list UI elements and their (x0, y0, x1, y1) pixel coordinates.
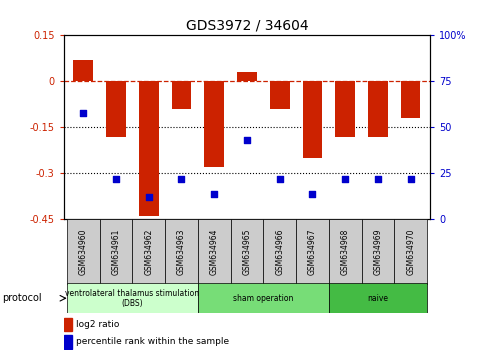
Point (275, 176, 283, 182)
Text: percentile rank within the sample: percentile rank within the sample (76, 337, 229, 347)
Bar (139, 81, 158, 216)
Bar (367, 81, 387, 137)
Bar (63, 335, 71, 349)
Text: protocol: protocol (2, 293, 42, 303)
Bar (302, 81, 322, 158)
Text: GSM634964: GSM634964 (209, 229, 218, 275)
Text: GSM634963: GSM634963 (177, 229, 185, 275)
Bar (328, 283, 426, 313)
Text: sham operation: sham operation (233, 294, 293, 303)
Bar (237, 72, 256, 81)
Bar (269, 81, 289, 109)
Bar (73, 60, 93, 81)
Bar (106, 81, 125, 137)
Text: GSM634961: GSM634961 (111, 229, 120, 275)
Bar (295, 219, 328, 285)
Bar (204, 81, 224, 167)
Point (308, 191, 316, 196)
Bar (100, 219, 132, 285)
Text: GSM634969: GSM634969 (373, 229, 382, 275)
Point (79, 110, 87, 115)
Text: ventrolateral thalamus stimulation
(DBS): ventrolateral thalamus stimulation (DBS) (65, 289, 199, 308)
Point (177, 176, 185, 182)
Text: GSM634966: GSM634966 (275, 229, 284, 275)
Text: log2 ratio: log2 ratio (76, 320, 120, 329)
Bar (263, 219, 295, 285)
Bar (328, 219, 361, 285)
Bar (393, 219, 426, 285)
Bar (230, 219, 263, 285)
Text: GSM634960: GSM634960 (79, 229, 87, 275)
Text: GSM634968: GSM634968 (340, 229, 349, 275)
Bar (198, 283, 328, 313)
Text: GSM634965: GSM634965 (242, 229, 251, 275)
Bar (198, 219, 230, 285)
Bar (67, 219, 100, 285)
Point (243, 137, 250, 143)
Bar (400, 81, 420, 118)
Bar (67, 283, 198, 313)
Point (373, 176, 381, 182)
Text: naive: naive (366, 294, 387, 303)
Point (144, 195, 152, 200)
Text: GSM634962: GSM634962 (144, 229, 153, 275)
Bar (361, 219, 393, 285)
Point (112, 176, 120, 182)
Point (406, 176, 414, 182)
Text: GSM634970: GSM634970 (406, 229, 414, 275)
Title: GDS3972 / 34604: GDS3972 / 34604 (185, 19, 307, 33)
Bar (171, 81, 191, 109)
Bar (132, 219, 165, 285)
Bar (165, 219, 198, 285)
Bar (335, 81, 354, 137)
Bar (63, 318, 71, 331)
Point (210, 191, 218, 196)
Point (341, 176, 348, 182)
Text: GSM634967: GSM634967 (307, 229, 316, 275)
